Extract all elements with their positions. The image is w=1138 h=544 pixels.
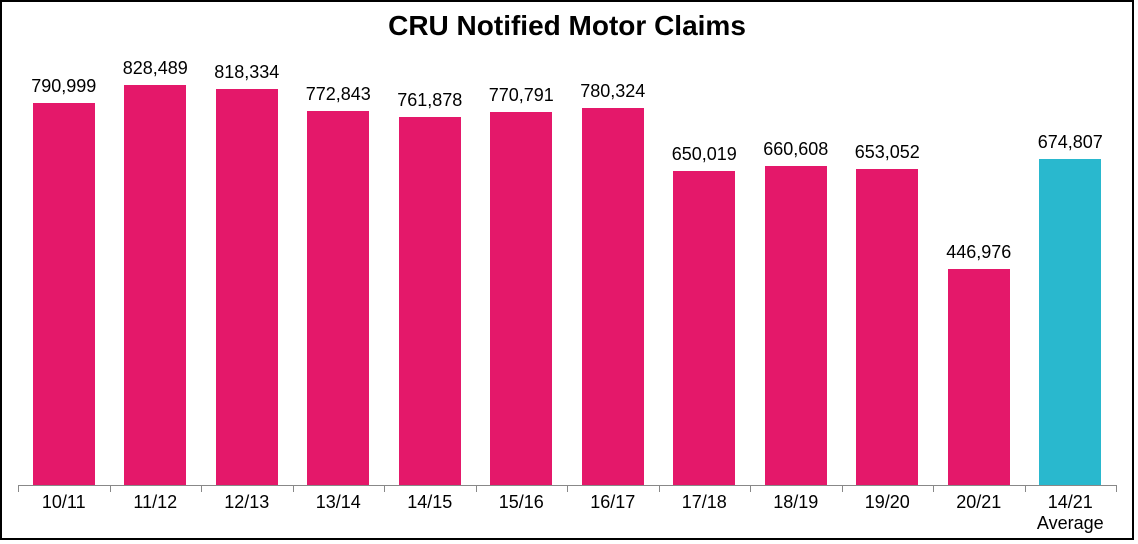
bar (673, 171, 735, 485)
bar-group: 790,999 (18, 50, 110, 485)
bar-group: 660,608 (750, 50, 842, 485)
bar-value-label: 828,489 (123, 58, 188, 79)
bar-value-label: 772,843 (306, 84, 371, 105)
bar (307, 111, 369, 485)
bar-value-label: 446,976 (946, 242, 1011, 263)
bar-value-label: 660,608 (763, 139, 828, 160)
bar-group: 761,878 (384, 50, 476, 485)
bar-value-label: 761,878 (397, 90, 462, 111)
bar-value-label: 650,019 (672, 144, 737, 165)
bar (856, 169, 918, 485)
x-axis-label: 19/20 (842, 486, 934, 538)
bar-value-label: 653,052 (855, 142, 920, 163)
x-axis-label: 16/17 (567, 486, 659, 538)
x-axis-label: 14/21Average (1025, 486, 1117, 538)
bar (582, 108, 644, 485)
bars-row: 790,999 828,489 818,334 772,843 761,878 770,7… (18, 50, 1116, 485)
bar (948, 269, 1010, 485)
x-axis-label: 14/15 (384, 486, 476, 538)
x-tick (1116, 485, 1117, 492)
bar (216, 89, 278, 485)
x-axis: 10/1111/1212/1313/1414/1515/1616/1717/18… (18, 486, 1116, 538)
x-axis-label: 12/13 (201, 486, 293, 538)
bar-group: 818,334 (201, 50, 293, 485)
bar-group: 653,052 (842, 50, 934, 485)
bar (33, 103, 95, 485)
bar (490, 112, 552, 485)
bar (124, 85, 186, 485)
bar-group: 650,019 (659, 50, 751, 485)
x-axis-label: 15/16 (476, 486, 568, 538)
bar-group: 674,807 (1025, 50, 1117, 485)
x-axis-label: 18/19 (750, 486, 842, 538)
bar-value-label: 790,999 (31, 76, 96, 97)
x-axis-label: 13/14 (293, 486, 385, 538)
bar-group: 770,791 (476, 50, 568, 485)
bar (765, 166, 827, 485)
bar (399, 117, 461, 485)
x-axis-label: 17/18 (659, 486, 751, 538)
plot-area: 790,999 828,489 818,334 772,843 761,878 770,7… (18, 50, 1116, 486)
bar-value-label: 818,334 (214, 62, 279, 83)
bar (1039, 159, 1101, 485)
bar-value-label: 674,807 (1038, 132, 1103, 153)
bar-group: 780,324 (567, 50, 659, 485)
x-axis-label: 10/11 (18, 486, 110, 538)
x-axis-label: 11/12 (110, 486, 202, 538)
chart-title: CRU Notified Motor Claims (2, 2, 1132, 46)
bar-value-label: 780,324 (580, 81, 645, 102)
x-axis-label: 20/21 (933, 486, 1025, 538)
bar-value-label: 770,791 (489, 85, 554, 106)
bar-group: 828,489 (110, 50, 202, 485)
chart-container: CRU Notified Motor Claims 790,999 828,489… (0, 0, 1134, 540)
bar-group: 772,843 (293, 50, 385, 485)
bar-group: 446,976 (933, 50, 1025, 485)
